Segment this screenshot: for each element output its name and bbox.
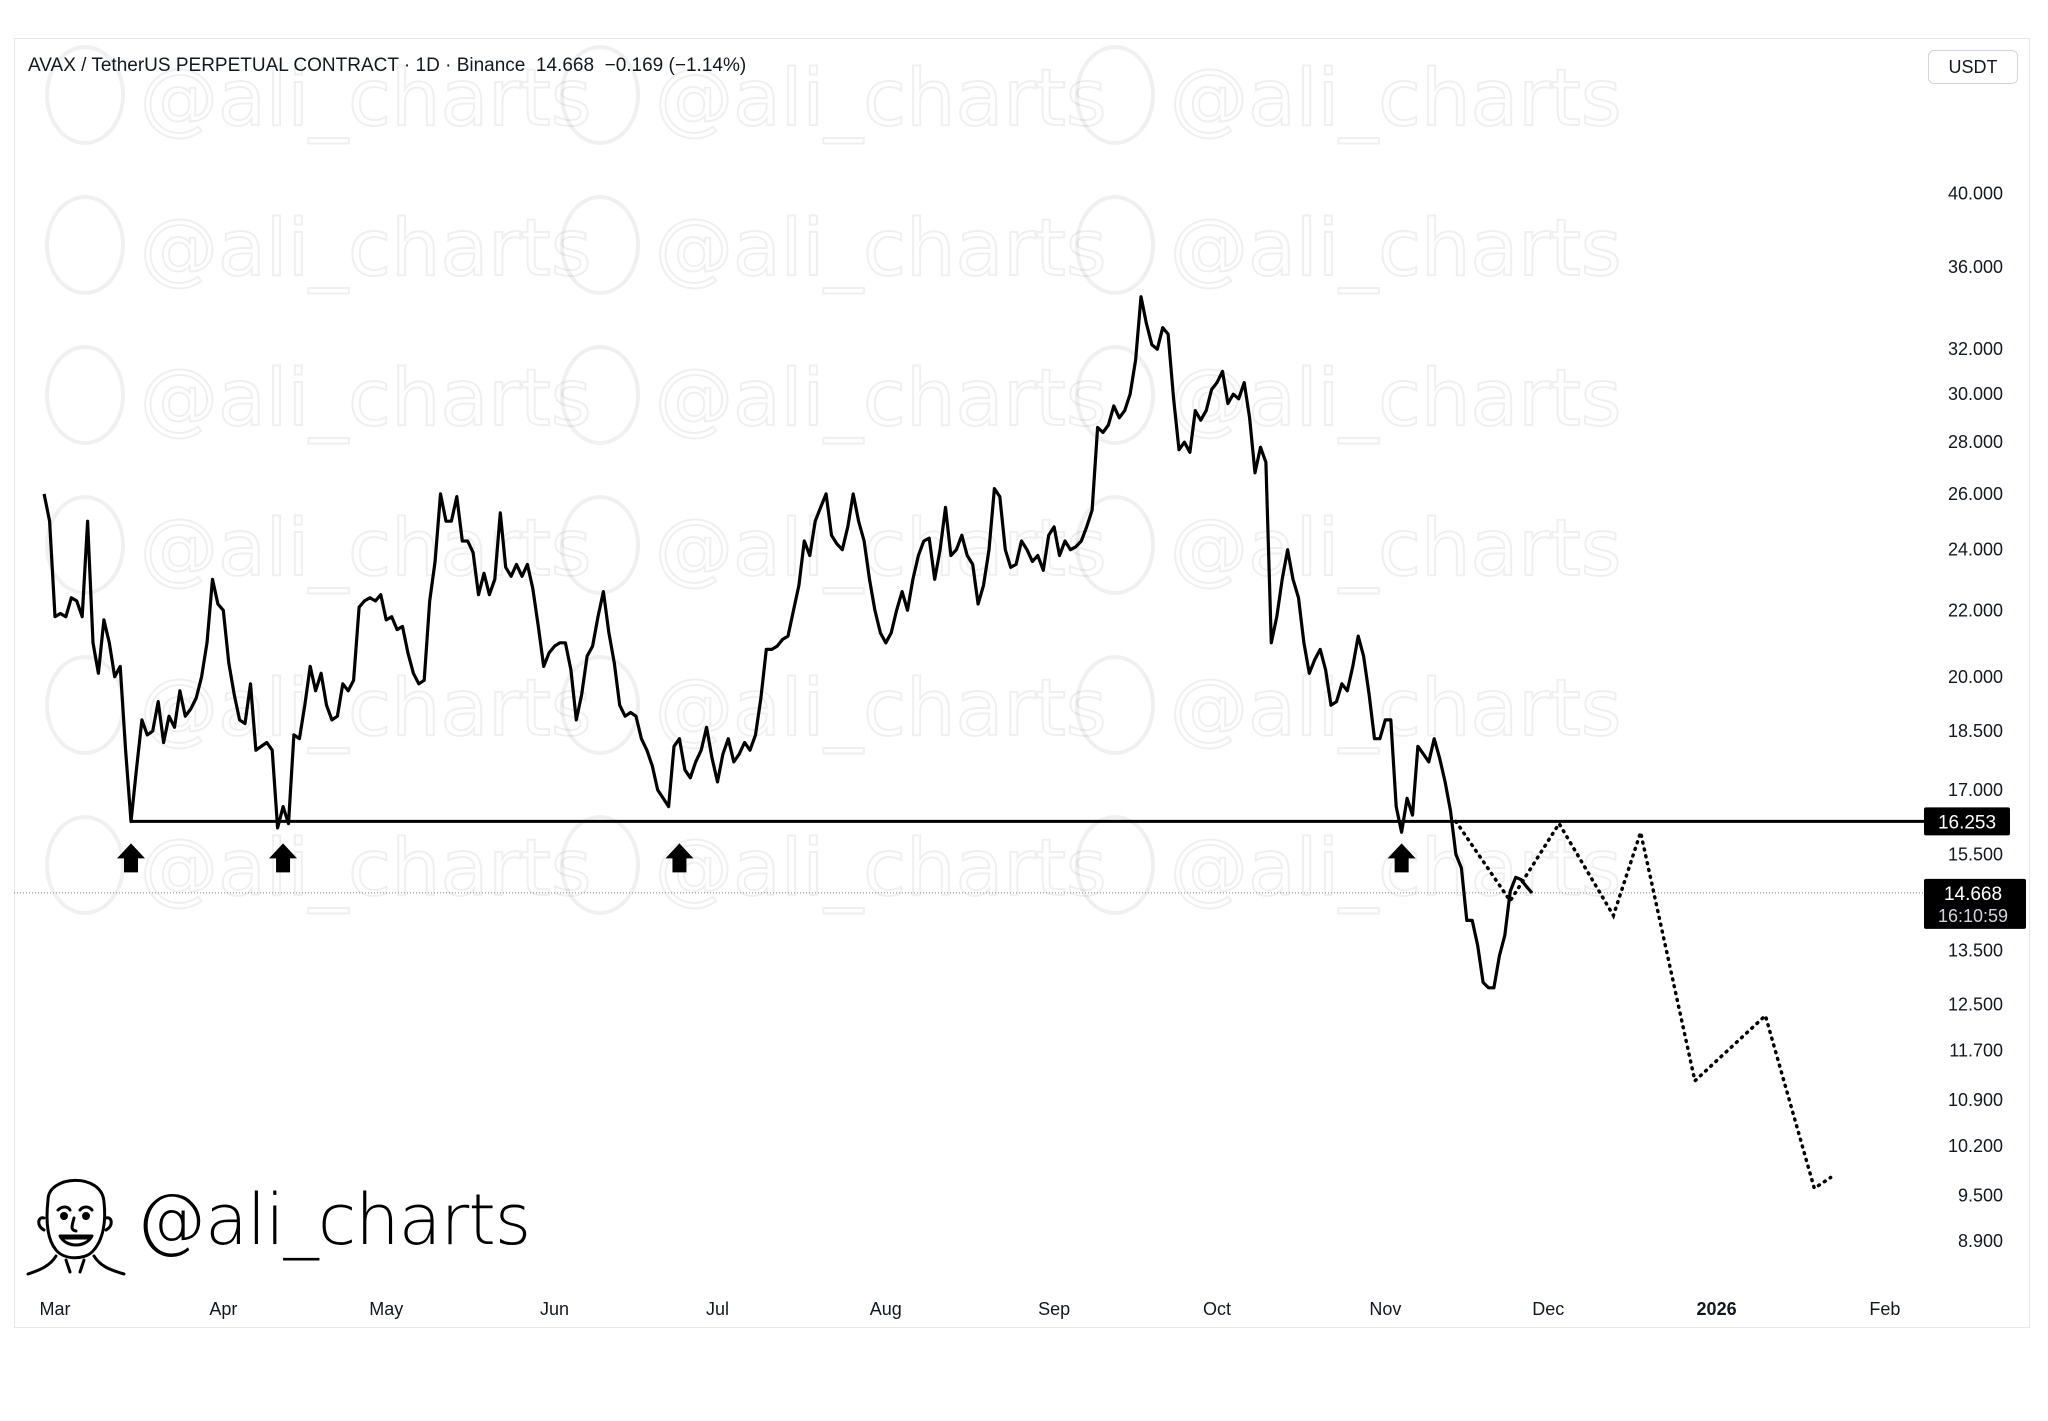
y-tick-label: 20.000 <box>1948 667 2003 687</box>
arrow-up-icon <box>1387 843 1416 873</box>
x-tick-label: Jun <box>540 1299 569 1319</box>
current-label-bg <box>1924 878 2026 929</box>
x-tick-label: Aug <box>870 1299 902 1319</box>
y-tick-label: 15.500 <box>1948 844 2003 864</box>
current-price-text: 14.668 <box>1944 884 2002 905</box>
support-price-label: 16.253 <box>1924 807 2010 836</box>
avatar-logo-icon <box>26 1179 126 1276</box>
x-tick-label: May <box>369 1299 403 1319</box>
x-tick-label: Feb <box>1869 1299 1900 1319</box>
y-tick-label: 13.500 <box>1948 941 2003 961</box>
interval-label[interactable]: 1D <box>415 55 440 76</box>
y-tick-label: 8.900 <box>1958 1231 2003 1251</box>
x-tick-label: Sep <box>1038 1299 1070 1319</box>
y-tick-label: 26.000 <box>1948 484 2003 504</box>
last-price: 14.668 <box>535 55 595 76</box>
currency-button[interactable]: USDT <box>1928 50 2018 84</box>
x-tick-label: Oct <box>1203 1299 1231 1319</box>
y-tick-label: 17.000 <box>1948 780 2003 800</box>
support-label-bg <box>1924 807 2010 836</box>
x-tick-label: Jul <box>706 1299 729 1319</box>
y-tick-label: 11.700 <box>1949 1040 2003 1060</box>
support-label-text: 16.253 <box>1938 812 1996 833</box>
chart-header: AVAX / TetherUS PERPETUAL CONTRACT · 1D … <box>28 55 747 76</box>
x-tick-label: Mar <box>40 1299 71 1319</box>
y-tick-label: 30.000 <box>1948 384 2003 404</box>
y-tick-label: 28.000 <box>1948 432 2003 452</box>
y-tick-label: 12.500 <box>1948 994 2003 1014</box>
x-tick-label: Nov <box>1369 1299 1401 1319</box>
price-series-line[interactable] <box>42 295 1534 990</box>
arrow-up-icon <box>269 843 298 873</box>
y-tick-label: 10.900 <box>1948 1090 2003 1110</box>
price-change-pct: (−1.14%) <box>668 55 747 76</box>
x-tick-label: 2026 <box>1697 1299 1737 1319</box>
arrow-up-icon <box>117 843 146 873</box>
brand-handle: @ali_charts <box>136 1179 531 1261</box>
y-tick-label: 22.000 <box>1948 600 2003 620</box>
y-tick-label: 32.000 <box>1948 339 2003 359</box>
symbol-name[interactable]: AVAX / TetherUS PERPETUAL CONTRACT <box>28 55 399 76</box>
chart-frame <box>14 38 2030 1328</box>
y-tick-label: 36.000 <box>1948 257 2003 277</box>
y-tick-label: 24.000 <box>1948 540 2003 560</box>
brand-logo: @ali_charts <box>20 1160 531 1280</box>
projection-series-line[interactable] <box>1454 819 1833 1192</box>
countdown-text: 16:10:59 <box>1938 906 2008 926</box>
arrow-up-icon <box>665 843 694 873</box>
y-tick-label: 10.200 <box>1948 1136 2003 1156</box>
x-tick-label: Apr <box>209 1299 237 1319</box>
x-tick-label: Dec <box>1532 1299 1564 1319</box>
y-tick-label: 40.000 <box>1948 184 2003 204</box>
price-change: −0.169 <box>604 55 664 76</box>
exchange-label: Binance <box>456 55 526 76</box>
y-tick-label: 18.500 <box>1948 721 2003 741</box>
y-tick-label: 9.500 <box>1958 1186 2003 1206</box>
